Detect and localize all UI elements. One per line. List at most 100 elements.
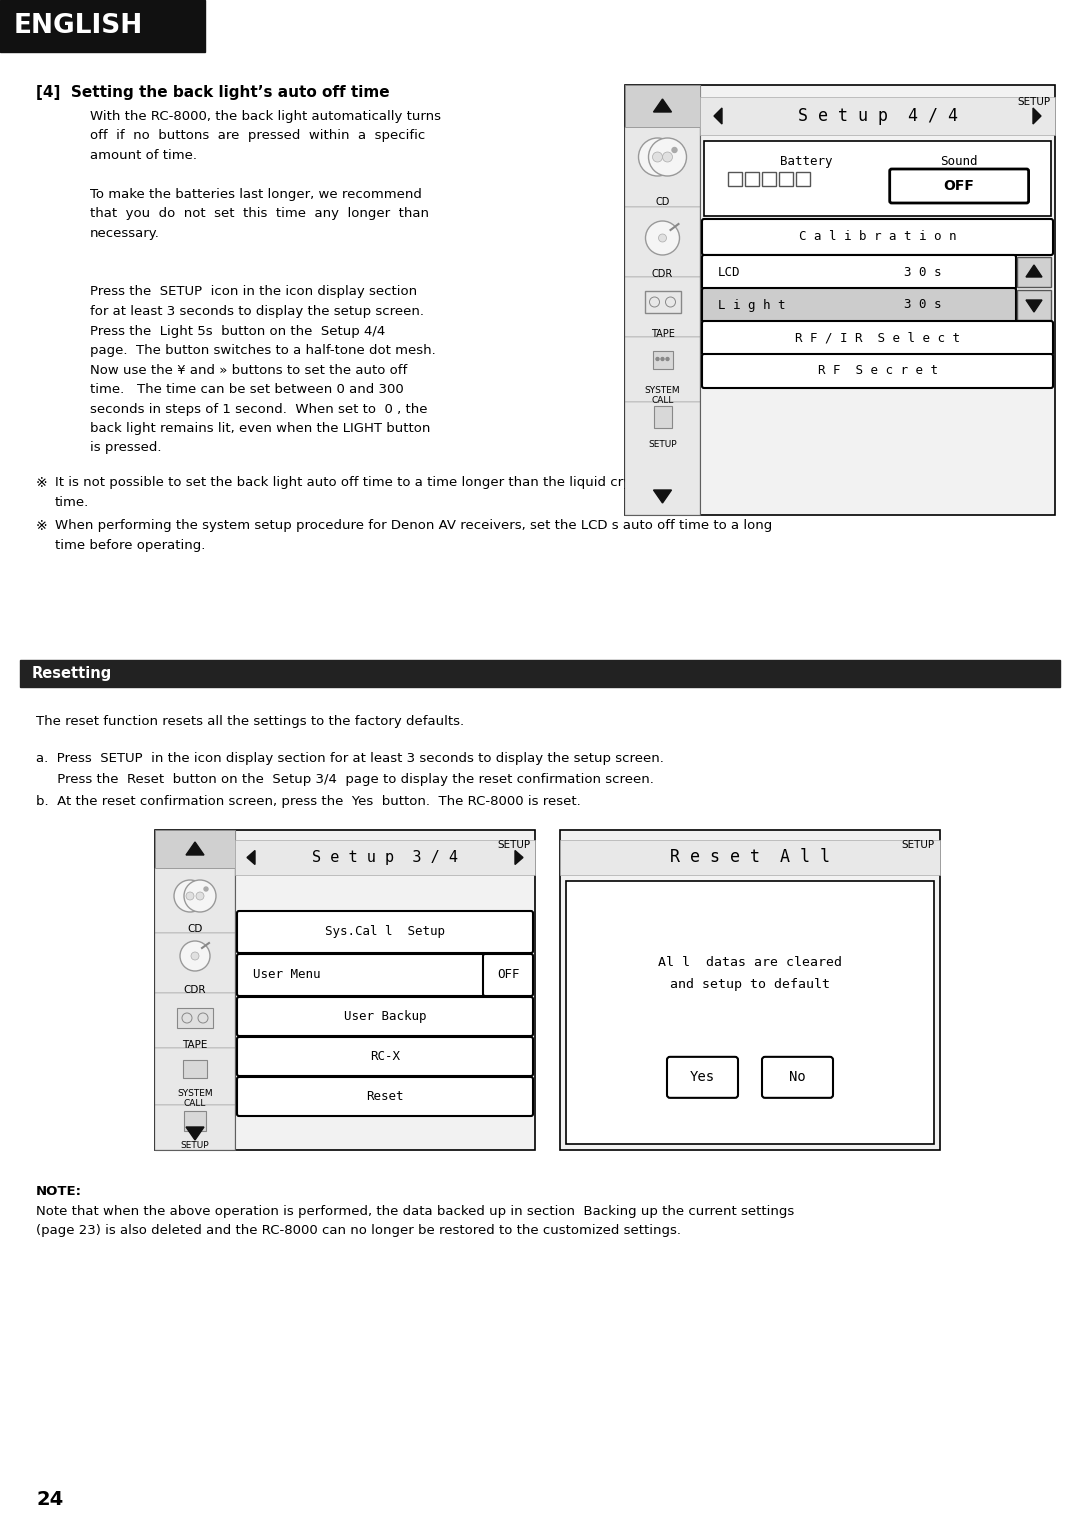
Text: time.: time. bbox=[55, 495, 90, 509]
Bar bbox=[561, 830, 940, 1150]
Text: Sys.Cal l  Setup: Sys.Cal l Setup bbox=[325, 925, 445, 939]
Polygon shape bbox=[653, 99, 672, 112]
Text: 3 0 s: 3 0 s bbox=[904, 298, 942, 312]
Text: is pressed.: is pressed. bbox=[90, 442, 162, 454]
Text: CALL: CALL bbox=[651, 396, 674, 405]
Polygon shape bbox=[186, 842, 204, 855]
Circle shape bbox=[195, 891, 204, 901]
Polygon shape bbox=[653, 489, 672, 503]
Text: S e t u p  3 / 4: S e t u p 3 / 4 bbox=[312, 850, 458, 865]
Bar bbox=[156, 868, 235, 933]
Text: TAPE: TAPE bbox=[650, 329, 674, 339]
Polygon shape bbox=[1026, 265, 1042, 277]
Text: CALL: CALL bbox=[184, 1099, 206, 1109]
Circle shape bbox=[648, 138, 687, 176]
Text: Reset: Reset bbox=[366, 1090, 404, 1102]
Bar bbox=[625, 86, 700, 515]
Text: seconds in steps of 1 second.  When set to  0 , the: seconds in steps of 1 second. When set t… bbox=[90, 402, 428, 416]
FancyBboxPatch shape bbox=[667, 1057, 738, 1098]
Bar bbox=[645, 291, 680, 313]
FancyBboxPatch shape bbox=[237, 997, 534, 1037]
Text: for at least 3 seconds to display the setup screen.: for at least 3 seconds to display the se… bbox=[90, 304, 424, 318]
Text: SETUP: SETUP bbox=[902, 839, 935, 850]
Bar bbox=[700, 96, 1055, 135]
Polygon shape bbox=[247, 850, 255, 864]
Text: Al l  datas are cleared
and setup to default: Al l datas are cleared and setup to defa… bbox=[658, 956, 842, 991]
Bar bbox=[1017, 291, 1051, 320]
Bar bbox=[625, 86, 1055, 515]
Bar bbox=[780, 171, 794, 187]
Bar bbox=[796, 171, 810, 187]
Bar bbox=[235, 839, 535, 875]
Text: Note that when the above operation is performed, the data backed up in section  : Note that when the above operation is pe… bbox=[36, 1205, 794, 1219]
Text: that  you  do  not  set  this  time  any  longer  than: that you do not set this time any longer… bbox=[90, 208, 429, 220]
Text: Press the  Reset  button on the  Setup 3/4  page to display the reset confirmati: Press the Reset button on the Setup 3/4 … bbox=[36, 774, 653, 786]
Text: Yes: Yes bbox=[690, 1070, 715, 1084]
Text: page.  The button switches to a half-tone dot mesh.: page. The button switches to a half-tone… bbox=[90, 344, 435, 356]
Text: back light remains lit, even when the LIGHT button: back light remains lit, even when the LI… bbox=[90, 422, 430, 434]
Bar bbox=[156, 1105, 235, 1150]
Text: necessary.: necessary. bbox=[90, 226, 160, 240]
Text: OFF: OFF bbox=[497, 968, 519, 982]
Circle shape bbox=[656, 358, 659, 361]
FancyBboxPatch shape bbox=[483, 954, 534, 995]
Circle shape bbox=[662, 151, 673, 162]
FancyBboxPatch shape bbox=[702, 355, 1053, 388]
Text: 3 0 s: 3 0 s bbox=[904, 266, 942, 278]
Text: Press the  SETUP  icon in the icon display section: Press the SETUP icon in the icon display… bbox=[90, 286, 417, 298]
FancyBboxPatch shape bbox=[702, 287, 1016, 323]
Text: R e s e t  A l l: R e s e t A l l bbox=[670, 849, 831, 867]
Text: C a l i b r a t i o n: C a l i b r a t i o n bbox=[799, 231, 956, 243]
Bar bbox=[0, 0, 205, 52]
Polygon shape bbox=[186, 1127, 204, 1141]
FancyBboxPatch shape bbox=[237, 954, 486, 995]
Circle shape bbox=[659, 234, 666, 242]
Text: When performing the system setup procedure for Denon AV receivers, set the LCD s: When performing the system setup procedu… bbox=[55, 518, 772, 532]
Text: SYSTEM: SYSTEM bbox=[645, 385, 680, 394]
Bar bbox=[156, 992, 235, 1047]
Bar bbox=[21, 661, 1059, 687]
Bar bbox=[184, 1112, 206, 1131]
Bar bbox=[762, 171, 777, 187]
Bar bbox=[625, 277, 700, 336]
Bar bbox=[625, 127, 700, 206]
Text: SETUP: SETUP bbox=[180, 1141, 210, 1150]
Text: SYSTEM: SYSTEM bbox=[177, 1089, 213, 1098]
Bar bbox=[625, 336, 700, 402]
FancyBboxPatch shape bbox=[702, 321, 1053, 355]
Text: User Menu: User Menu bbox=[253, 968, 321, 982]
Text: SETUP: SETUP bbox=[1017, 96, 1050, 107]
Bar bbox=[728, 171, 742, 187]
Circle shape bbox=[191, 953, 199, 960]
Circle shape bbox=[186, 891, 194, 901]
Bar bbox=[625, 86, 700, 127]
FancyBboxPatch shape bbox=[237, 911, 534, 953]
Text: LCD: LCD bbox=[718, 266, 741, 278]
Bar bbox=[745, 171, 759, 187]
Circle shape bbox=[672, 147, 677, 153]
Bar bbox=[652, 352, 673, 368]
Text: To make the batteries last longer, we recommend: To make the batteries last longer, we re… bbox=[90, 188, 422, 200]
Text: Battery: Battery bbox=[780, 154, 833, 168]
Bar bbox=[156, 830, 535, 1150]
FancyBboxPatch shape bbox=[762, 1057, 833, 1098]
Bar bbox=[156, 830, 235, 868]
Text: 24: 24 bbox=[36, 1489, 64, 1509]
Bar bbox=[566, 881, 934, 1144]
Text: CDR: CDR bbox=[184, 985, 206, 995]
Text: CDR: CDR bbox=[652, 269, 673, 278]
Text: OFF: OFF bbox=[944, 179, 974, 193]
Bar bbox=[561, 839, 940, 875]
Polygon shape bbox=[1032, 109, 1041, 124]
Text: ※: ※ bbox=[36, 518, 48, 534]
Circle shape bbox=[666, 358, 669, 361]
FancyBboxPatch shape bbox=[237, 1076, 534, 1116]
FancyBboxPatch shape bbox=[702, 219, 1053, 255]
Text: With the RC-8000, the back light automatically turns: With the RC-8000, the back light automat… bbox=[90, 110, 441, 122]
FancyBboxPatch shape bbox=[890, 170, 1028, 203]
Text: a.  Press  SETUP  in the icon display section for at least 3 seconds to display : a. Press SETUP in the icon display secti… bbox=[36, 752, 664, 764]
Text: amount of time.: amount of time. bbox=[90, 148, 197, 162]
Text: S e t u p  4 / 4: S e t u p 4 / 4 bbox=[797, 107, 958, 125]
FancyBboxPatch shape bbox=[702, 255, 1016, 289]
Text: SETUP: SETUP bbox=[497, 839, 530, 850]
